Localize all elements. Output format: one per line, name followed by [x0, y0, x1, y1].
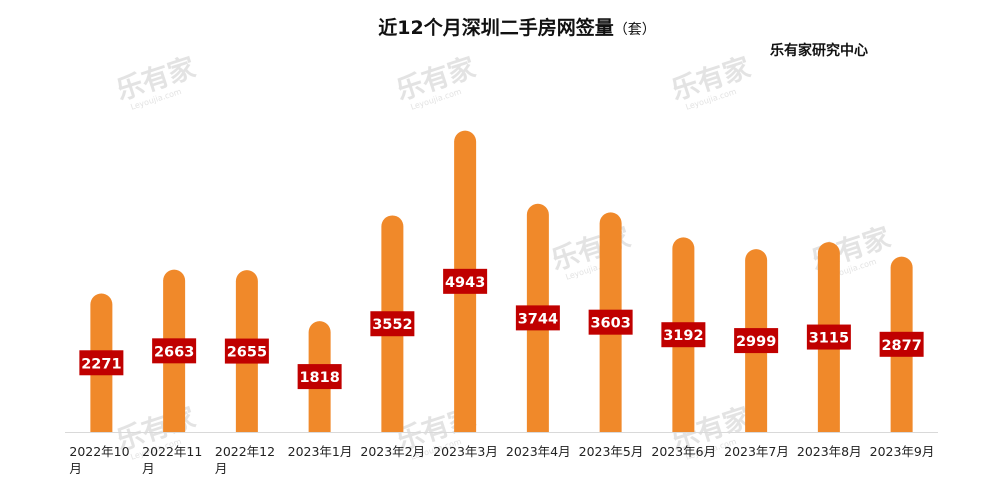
- x-tick-label: 2023年9月: [870, 444, 935, 459]
- x-tick-label: 2022年11: [142, 444, 202, 459]
- data-label: 4943: [445, 275, 485, 291]
- bars-layer: [90, 130, 913, 432]
- data-label-box: [588, 309, 633, 335]
- data-label-box: [370, 311, 415, 337]
- x-tick-label: 2023年3月: [433, 444, 498, 459]
- data-label-box: [443, 268, 488, 294]
- data-label-box: [806, 324, 851, 350]
- data-label: 1818: [299, 370, 339, 386]
- chart-title-text: 近12个月深圳二手房网签量: [378, 16, 613, 39]
- data-label: 3115: [809, 331, 849, 347]
- data-label: 3603: [590, 316, 630, 332]
- x-tick-label: 2023年5月: [579, 444, 644, 459]
- data-label: 2655: [227, 345, 267, 361]
- x-tick-label: 2023年7月: [724, 444, 789, 459]
- x-tick-label: 2023年8月: [797, 444, 862, 459]
- x-tick-label: 月: [69, 461, 82, 476]
- data-label-box: [224, 338, 269, 364]
- x-tick-label: 月: [142, 461, 155, 476]
- data-label-box: [515, 305, 560, 331]
- data-label: 2271: [81, 356, 121, 372]
- data-label-box: [879, 331, 924, 357]
- data-label: 2877: [881, 338, 921, 354]
- data-label-box: [297, 364, 342, 390]
- x-tick-label: 2023年1月: [288, 444, 353, 459]
- data-label: 2999: [736, 334, 776, 350]
- x-tick-label: 2023年4月: [506, 444, 571, 459]
- x-tick-label: 2022年10: [69, 444, 129, 459]
- source-label: 乐有家研究中心: [770, 42, 868, 59]
- data-label: 3552: [372, 317, 412, 333]
- x-tick-label: 2023年2月: [360, 444, 425, 459]
- data-label-box: [152, 338, 197, 364]
- x-tick-label: 2022年12: [215, 444, 275, 459]
- x-tick-label: 2023年6月: [651, 444, 716, 459]
- data-label-box: [661, 322, 706, 348]
- x-tick-label: 月: [215, 461, 228, 476]
- x-tick-labels-layer: 2022年10 月 2022年11 月 2022年12 月 2023年1月 2023年2月 20…: [69, 444, 934, 476]
- data-labels-layer: 2271 2663 2655 1818 3552 4943 3744 3603 3192 2999…: [79, 268, 924, 390]
- chart-title-unit: （套）: [614, 22, 656, 38]
- chart-title: 近12个月深圳二手房网签量（套）: [378, 16, 655, 39]
- data-label: 2663: [154, 344, 194, 360]
- data-label-box: [734, 328, 779, 354]
- data-label-box: [79, 350, 124, 376]
- data-label: 3744: [518, 311, 558, 327]
- data-label: 3192: [663, 328, 703, 344]
